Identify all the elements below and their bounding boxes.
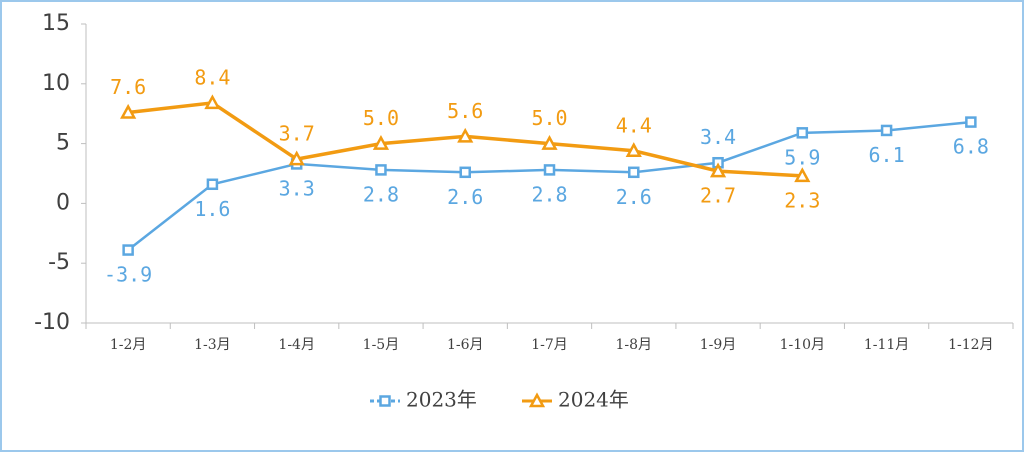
x-tick-label: 1-5月 [363,337,400,353]
data-label: 7.6 [110,75,146,99]
marker [288,150,305,166]
data-label: 1.6 [194,197,230,221]
data-label: 5.0 [363,106,399,130]
x-tick-label: 1-6月 [447,337,484,353]
y-tick-label: 5 [56,131,70,156]
x-tick-label: 1-3月 [194,337,231,353]
legend-label: 2024年 [558,388,629,412]
data-label: 5.0 [531,106,567,130]
data-label: 4.4 [616,113,652,137]
marker [543,164,556,176]
x-tick-label: 1-10月 [780,337,825,353]
x-tick-label: 1-9月 [700,337,737,353]
marker [794,167,811,183]
data-label: 2.8 [363,182,399,206]
marker [541,134,558,150]
marker [122,244,134,256]
marker [796,127,809,139]
marker [375,164,387,176]
x-tick-label: 1-4月 [278,337,315,353]
marker [625,142,642,158]
y-tick-label: -5 [48,250,70,275]
marker [459,166,471,179]
x-tick-label: 1-12月 [948,337,993,353]
data-label: 5.6 [447,99,483,123]
marker [379,395,391,407]
y-tick-label: 0 [56,190,70,215]
data-label: 3.3 [279,176,315,200]
marker [709,162,727,178]
y-tick-label: 10 [42,71,70,96]
data-label: 3.7 [279,122,315,146]
x-tick-label: 1-7月 [531,337,568,353]
marker [120,103,137,119]
y-tick-label: 15 [42,11,70,36]
data-label: 2.6 [616,185,652,209]
y-tick-label: -10 [34,310,70,335]
data-label: 6.8 [953,135,989,159]
data-label: 2.7 [700,184,736,208]
marker [206,178,219,191]
data-label: 2.8 [531,182,567,206]
data-label: 6.1 [869,143,905,167]
legend-label: 2023年 [406,388,477,412]
data-label: -3.9 [104,263,152,287]
marker [965,116,977,128]
x-tick-label: 1-2月 [110,337,147,353]
data-label: 3.4 [700,125,736,149]
data-label: 8.4 [194,65,230,89]
marker [628,166,640,179]
data-label: 2.6 [447,185,483,209]
marker [457,127,474,143]
marker [372,134,390,150]
marker [880,124,893,137]
marker [528,392,546,408]
data-label: 5.9 [784,145,820,169]
x-tick-label: 1-11月 [864,337,909,353]
marker [204,94,221,110]
data-label: 2.3 [784,188,820,212]
x-tick-label: 1-8月 [615,337,652,353]
